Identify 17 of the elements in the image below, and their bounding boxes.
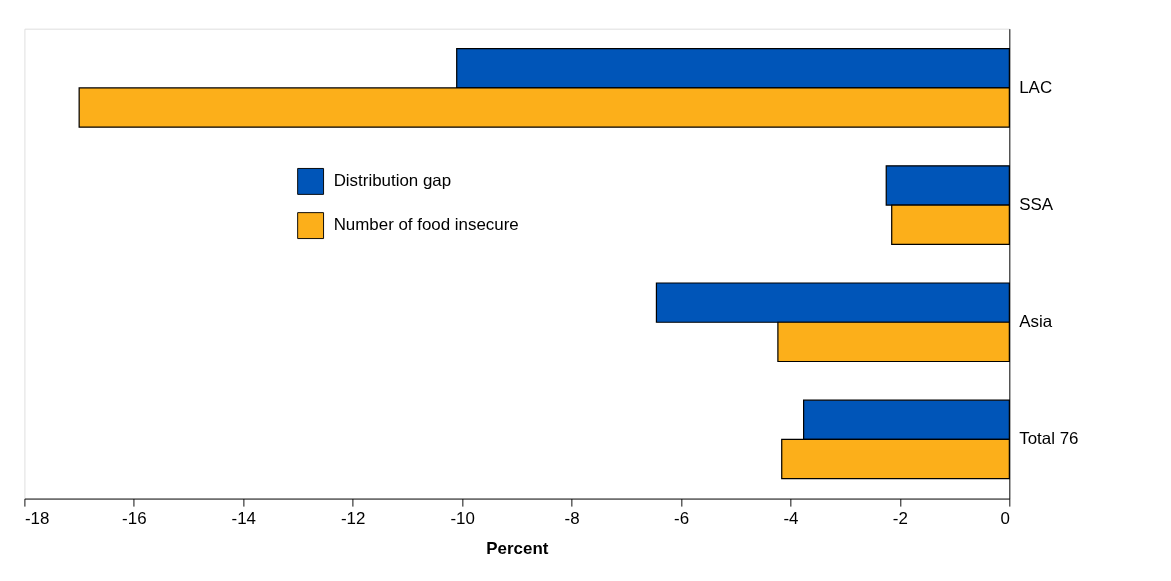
x-tick-label: -14 xyxy=(231,508,256,528)
x-tick-label: -6 xyxy=(673,508,690,528)
x-tick-label: -4 xyxy=(783,508,799,528)
x-tick-label: -12 xyxy=(340,508,366,528)
y-tick-label: SSA xyxy=(1019,194,1054,214)
legend-label: Number of food insecure xyxy=(333,215,519,235)
x-tick-label: 0 xyxy=(1000,508,1010,528)
x-tick-label: -8 xyxy=(564,508,580,528)
y-tick-label: Asia xyxy=(1019,311,1053,331)
x-tick-label: -16 xyxy=(122,508,147,528)
legend-label: Distribution gap xyxy=(333,171,452,191)
x-tick-label: -10 xyxy=(450,508,475,528)
x-axis-title: Percent xyxy=(486,538,549,558)
x-tick-label: -2 xyxy=(892,508,908,528)
y-tick-label: LAC xyxy=(1019,77,1053,97)
y-tick-label: Total 76 xyxy=(1019,429,1079,449)
x-tick-label: -18 xyxy=(24,508,50,528)
